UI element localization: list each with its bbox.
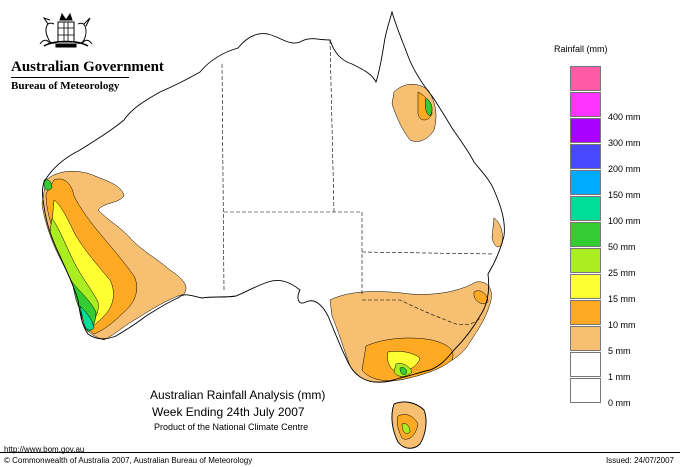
legend-swatch [570,352,601,377]
australia-coastline [42,10,505,383]
legend-item: 0 mm [560,378,670,408]
legend-swatch [570,92,601,117]
legend-swatch [570,222,601,247]
copyright-text: © Commonwealth of Australia 2007, Austra… [4,456,253,465]
legend-swatch [570,300,601,325]
legend-label: 15 mm [608,294,636,304]
legend-title: Rainfall (mm) [554,44,608,54]
legend-label: 150 mm [608,190,641,200]
legend-item: 150 mm [560,170,670,200]
issued-date: Issued: 24/07/2007 [605,456,674,465]
legend-swatch [570,66,601,91]
legend-swatch [570,378,601,403]
legend-item: 100 mm [560,196,670,226]
footer-divider [0,452,680,453]
legend-item: 10 mm [560,300,670,330]
legend-label: 50 mm [608,242,636,252]
legend-swatch [570,170,601,195]
bureau-name: Bureau of Meteorology [11,80,120,92]
coat-of-arms-logo [39,12,93,48]
legend-item: 15 mm [560,274,670,304]
legend-item: 400 mm [560,92,670,122]
legend-item: 200 mm [560,144,670,174]
map-subtitle: Week Ending 24th July 2007 [152,405,305,419]
legend-item [560,66,670,92]
legend-item: 300 mm [560,118,670,148]
legend-label: 5 mm [608,346,631,356]
legend-label: 200 mm [608,164,641,174]
legend-item: 1 mm [560,352,670,382]
state-borders [221,39,495,326]
legend-label: 300 mm [608,138,641,148]
rainfall-shading [41,84,503,449]
legend-swatch [570,274,601,299]
legend-label: 10 mm [608,320,636,330]
legend-label: 25 mm [608,268,636,278]
legend-item: 25 mm [560,248,670,278]
legend-item: 50 mm [560,222,670,252]
legend-swatch [570,326,601,351]
website-link[interactable]: http://www.bom.gov.au [4,445,85,454]
map-title: Australian Rainfall Analysis (mm) [150,388,326,402]
government-name: Australian Government [11,59,164,75]
legend-label: 0 mm [608,398,631,408]
legend-label: 400 mm [608,112,641,122]
rainfall-legend: Rainfall (mm) 400 mm 300 mm 200 mm 150 mm 10… [554,44,670,408]
legend-item: 5 mm [560,326,670,356]
tasmania-coastline [391,401,427,449]
legend-label: 100 mm [608,216,641,226]
legend-swatch [570,118,601,143]
legend-label: 1 mm [608,372,631,382]
legend-swatch [570,248,601,273]
product-credit: Product of the National Climate Centre [154,422,309,432]
legend-swatch [570,144,601,169]
legend-swatch [570,196,601,221]
header-divider [11,77,129,78]
